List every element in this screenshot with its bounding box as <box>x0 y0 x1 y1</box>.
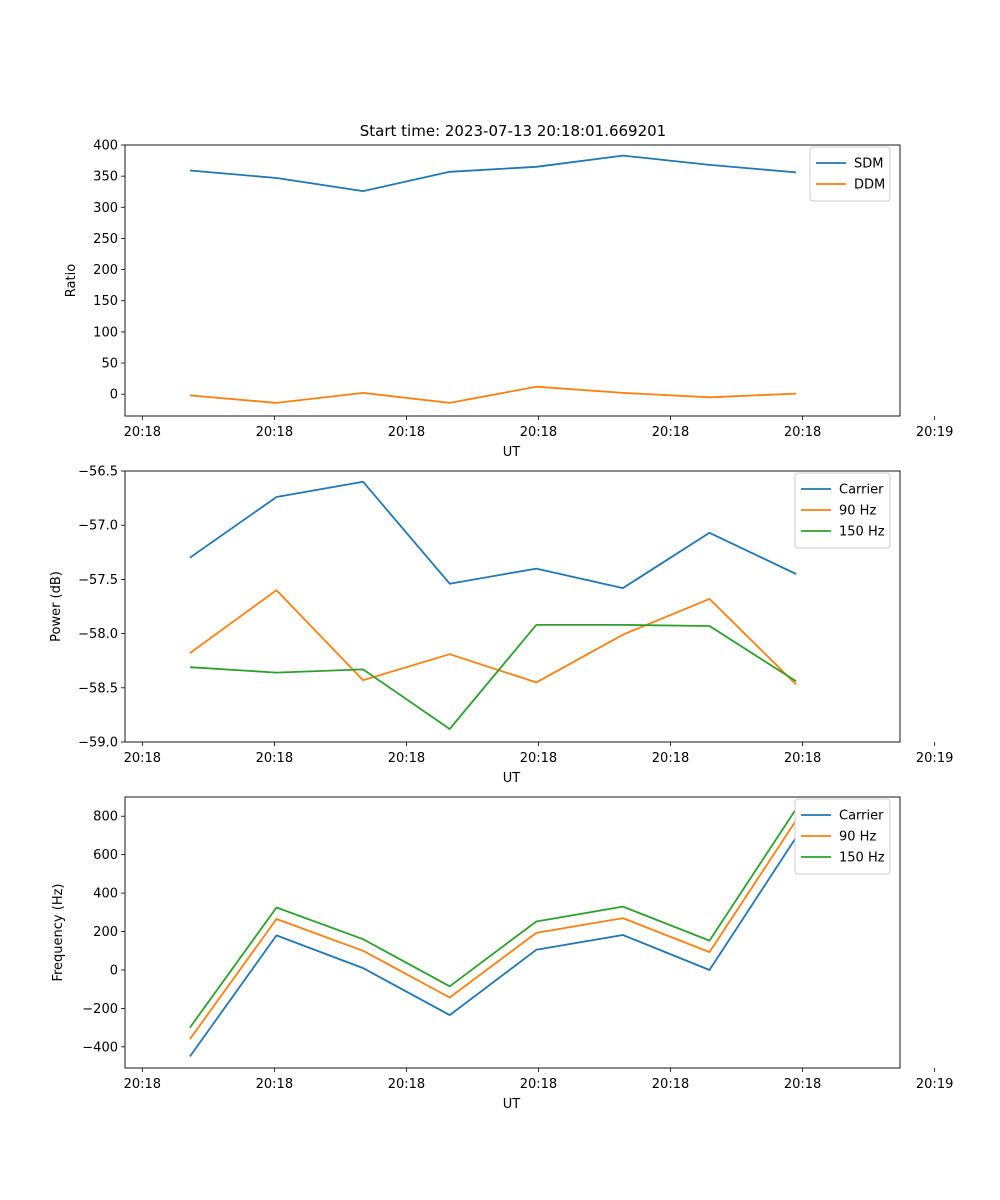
chart-2-ytick-label-6: 800 <box>93 810 118 825</box>
chart-0-legend-label-sdm: SDM <box>854 157 883 172</box>
chart-0-xtick-label-6: 20:19 <box>916 425 953 440</box>
chart-1-legend <box>794 472 891 549</box>
chart-2-series-90-hz-line <box>189 819 797 1040</box>
chart-2-xtick-label-6: 20:19 <box>916 1077 953 1092</box>
chart-1-xlabel: UT <box>503 771 521 786</box>
plot-power: −59.0 −58.5 −58.0 −57.5 −57.0 −56.5 20:18 20:18… <box>49 465 953 787</box>
chart-2-legend-label-90-hz: 90 Hz <box>839 830 876 845</box>
chart-0-xtick-label-5: 20:18 <box>784 425 821 440</box>
chart-0-ytick-label-1: 50 <box>101 357 118 372</box>
plot-ratio: 0 50 100 150 200 250 300 350 400 20:18 20:18 20:18 2… <box>64 139 953 461</box>
chart-1-ytick-label-2: −58.0 <box>78 627 118 642</box>
chart-1-legend-label-150-hz: 150 Hz <box>839 525 885 540</box>
chart-2-xlabel: UT <box>503 1097 521 1112</box>
chart-2-ytick-label-1: −200 <box>82 1002 118 1017</box>
chart-2-axes-frame <box>124 796 901 1069</box>
chart-1-xtick-label-6: 20:19 <box>916 751 953 766</box>
chart-1-ytick-label-0: −59.0 <box>78 736 118 751</box>
chart-2-xtick-label-5: 20:18 <box>784 1077 821 1092</box>
chart-0-ylabel: Ratio <box>64 264 79 297</box>
chart-1-xtick-label-2: 20:18 <box>388 751 425 766</box>
chart-2-series-150-hz-line <box>189 808 797 1029</box>
chart-0-xtick-label-1: 20:18 <box>256 425 293 440</box>
chart-2-legend <box>794 798 891 875</box>
chart-1-series-150-hz-line <box>189 624 797 730</box>
chart-1-ytick-label-3: −57.5 <box>78 573 118 588</box>
chart-1-xtick-label-5: 20:18 <box>784 751 821 766</box>
chart-2-ytick-label-2: 0 <box>110 963 118 978</box>
chart-1-ytick-label-5: −56.5 <box>78 465 118 480</box>
chart-0-ytick-label-0: 0 <box>110 388 118 403</box>
figure-title: Start time: 2023-07-13 20:18:01.669201 <box>360 122 666 140</box>
chart-0-series-ddm-line <box>189 385 797 404</box>
chart-2-ytick-label-0: −400 <box>82 1040 118 1055</box>
chart-0-ytick-label-8: 400 <box>93 139 118 154</box>
chart-2-legend-label-150-hz: 150 Hz <box>839 851 885 866</box>
chart-2-series-carrier-line <box>189 836 797 1058</box>
chart-1-xtick-label-1: 20:18 <box>256 751 293 766</box>
chart-1-legend-label-90-hz: 90 Hz <box>839 504 876 519</box>
chart-2-legend-label-carrier: Carrier <box>839 809 884 824</box>
chart-0-xtick-label-4: 20:18 <box>652 425 689 440</box>
chart-0-ytick-label-2: 100 <box>93 325 118 340</box>
chart-1-ytick-label-1: −58.5 <box>78 681 118 696</box>
chart-1-series-90-hz-line <box>189 589 797 686</box>
chart-1-axes-frame <box>124 470 901 743</box>
chart-2-ytick-label-5: 600 <box>93 848 118 863</box>
chart-1-series-carrier-line <box>189 480 797 589</box>
chart-0-xtick-label-3: 20:18 <box>520 425 557 440</box>
chart-1-xtick-label-4: 20:18 <box>652 751 689 766</box>
chart-0-ytick-label-3: 150 <box>93 294 118 309</box>
chart-0-legend <box>809 146 891 202</box>
chart-1-xtick-label-3: 20:18 <box>520 751 557 766</box>
chart-0-ytick-label-7: 350 <box>93 170 118 185</box>
chart-0-xlabel: UT <box>503 445 521 460</box>
chart-2-xtick-label-3: 20:18 <box>520 1077 557 1092</box>
chart-1-ytick-label-4: −57.0 <box>78 519 118 534</box>
chart-2-xtick-label-4: 20:18 <box>652 1077 689 1092</box>
chart-0-axes-frame <box>124 144 901 417</box>
chart-0-legend-label-ddm: DDM <box>854 178 885 193</box>
chart-2-xtick-label-0: 20:18 <box>124 1077 161 1092</box>
plot-frequency: −400 −200 0 200 400 600 800 20:18 20:18 20:18 20:1… <box>51 796 953 1112</box>
chart-0-xtick-label-2: 20:18 <box>388 425 425 440</box>
chart-1-ylabel: Power (dB) <box>49 571 64 642</box>
chart-1-xtick-label-0: 20:18 <box>124 751 161 766</box>
chart-0-xtick-label-0: 20:18 <box>124 425 161 440</box>
chart-0-ytick-label-4: 200 <box>93 263 118 278</box>
chart-2-ylabel: Frequency (Hz) <box>51 883 66 981</box>
chart-2-xtick-label-1: 20:18 <box>256 1077 293 1092</box>
chart-1-legend-label-carrier: Carrier <box>839 483 884 498</box>
chart-0-series-sdm-line <box>189 154 797 193</box>
chart-2-ytick-label-3: 200 <box>93 925 118 940</box>
chart-0-ytick-label-5: 250 <box>93 232 118 247</box>
chart-2-xtick-label-2: 20:18 <box>388 1077 425 1092</box>
chart-0-ytick-label-6: 300 <box>93 201 118 216</box>
chart-2-ytick-label-4: 400 <box>93 887 118 902</box>
